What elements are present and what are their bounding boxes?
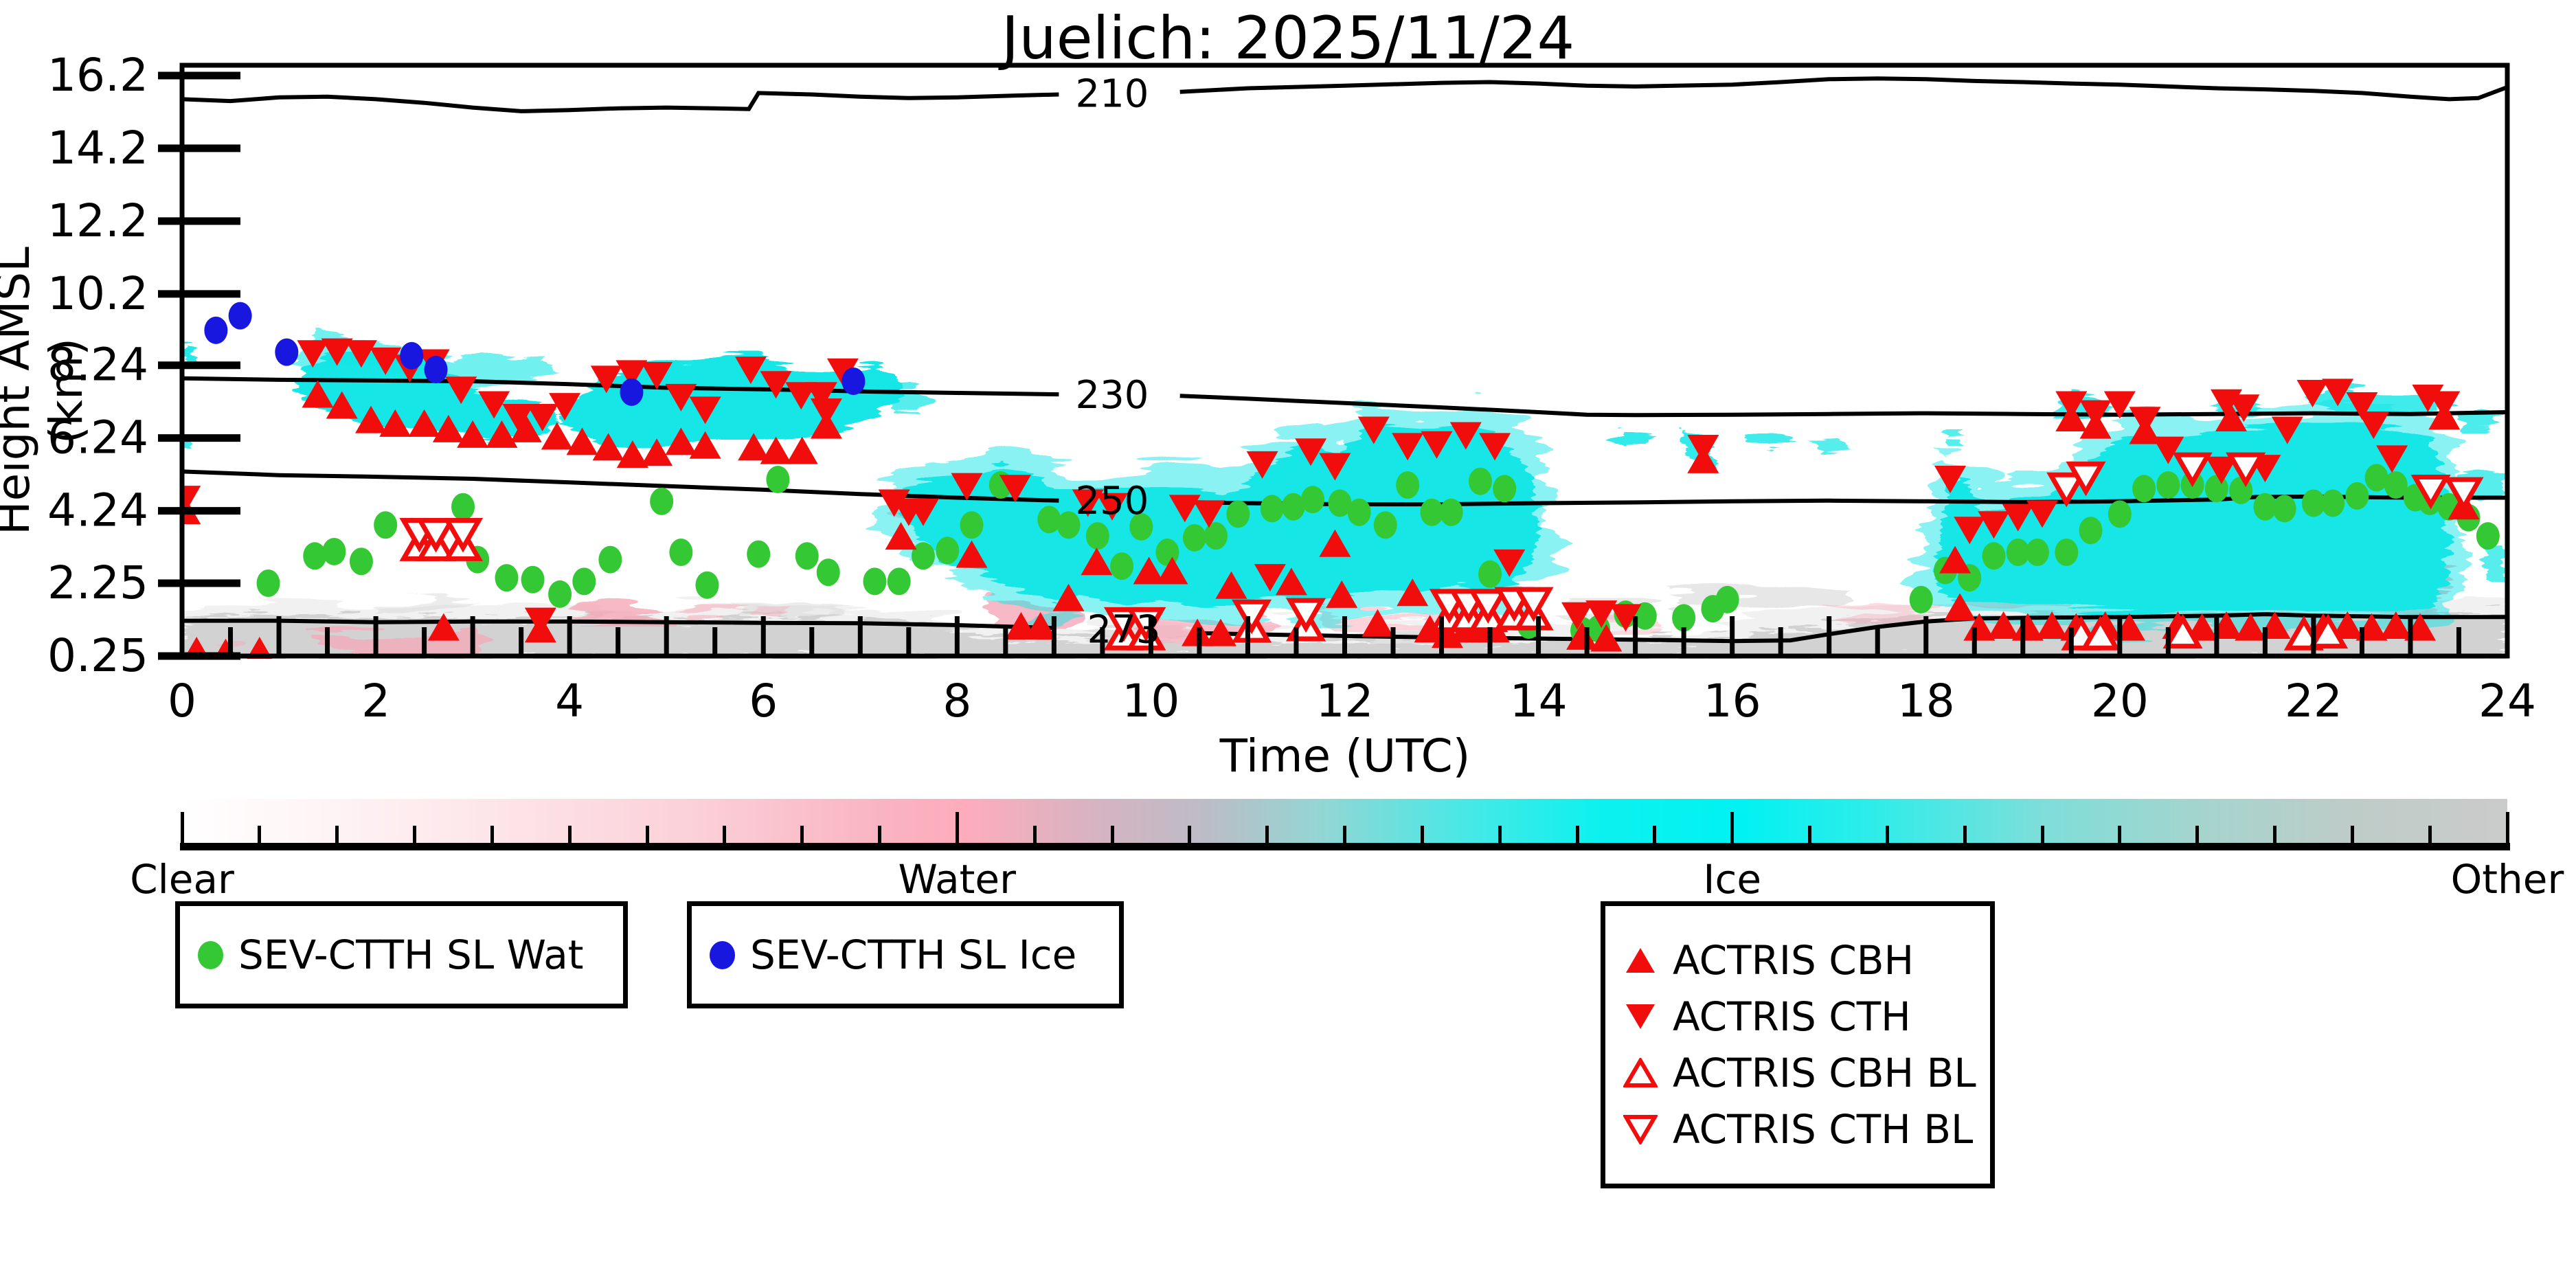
legend-item: SEV-CTTH SL Ice: [692, 931, 1119, 978]
x-tick-label: 24: [2478, 675, 2536, 727]
red-triangle-up-icon: [1626, 948, 1655, 973]
x-tick-label: 6: [749, 675, 778, 727]
x-tick-label: 18: [1897, 675, 1955, 727]
colorbar-tick: [2505, 812, 2509, 844]
x-tick-label: 14: [1510, 675, 1568, 727]
y-tick-label: 10.2: [47, 267, 148, 320]
colorbar-tick: [1498, 826, 1502, 844]
contour-label: 230: [1076, 373, 1149, 418]
x-tick-label: 12: [1316, 675, 1374, 727]
colorbar-label-clear: Clear: [130, 856, 234, 903]
contour-label: 210: [1076, 71, 1149, 116]
colorbar-tick: [2195, 826, 2200, 844]
colorbar-tick: [2040, 826, 2044, 844]
x-tick-label: 8: [942, 675, 971, 727]
colorbar-label-water: Water: [898, 856, 1016, 903]
green-circle-marker-icon: [198, 940, 223, 969]
colorbar-tick: [335, 826, 339, 844]
colorbar-tick: [1032, 826, 1037, 844]
colorbar-tick: [1420, 826, 1424, 844]
series-sev-ctth-sl-ice: [204, 302, 866, 406]
legend-item-label: ACTRIS CTH: [1673, 993, 1911, 1040]
colorbar-tick: [1575, 826, 1579, 844]
legend-item-label: ACTRIS CBH: [1673, 937, 1914, 984]
x-tick-label: 22: [2285, 675, 2342, 727]
legend-item-label: SEV-CTTH SL Wat: [238, 931, 584, 978]
y-tick-label: 14.2: [47, 122, 148, 174]
legend-item-label: SEV-CTTH SL Ice: [750, 931, 1077, 978]
plot-data-area: [182, 76, 2507, 659]
colorbar-tick: [2350, 826, 2354, 844]
colorbar-label-other: Other: [2450, 856, 2564, 903]
colorbar-tick: [1653, 826, 1657, 844]
y-tick-label: 12.2: [47, 194, 148, 247]
colorbar-tick: [1110, 826, 1114, 844]
colorbar-tick: [258, 826, 262, 844]
colorbar-tick: [1188, 826, 1192, 844]
colorbar-tick: [645, 826, 649, 844]
legend-item: ACTRIS CTH BL: [1605, 1106, 1990, 1153]
legend-item: SEV-CTTH SL Wat: [180, 931, 623, 978]
y-tick-label: 16.2: [47, 49, 148, 102]
legend-item: ACTRIS CBH: [1605, 937, 1990, 984]
colorbar-tick: [955, 812, 959, 844]
blue-circle-marker-icon: [710, 940, 735, 969]
legend-actris: ACTRIS CBH ACTRIS CTH ACTRIS CBH BL ACTRIS …: [1601, 901, 1995, 1188]
x-tick-label: 4: [555, 675, 584, 727]
colorbar-tick: [878, 826, 881, 844]
colorbar-tick: [2428, 826, 2432, 844]
legend-sev-ice: SEV-CTTH SL Ice: [687, 901, 1124, 1008]
legend-item-label: ACTRIS CBH BL: [1673, 1050, 1976, 1096]
x-tick-label: 10: [1122, 675, 1179, 727]
colorbar-tick: [1265, 826, 1269, 844]
colorbar-tick: [567, 826, 572, 844]
colorbar-tick: [180, 812, 184, 844]
contour-label: 250: [1076, 479, 1149, 523]
colorbar-tick: [490, 826, 494, 844]
y-tick-label: 2.25: [47, 556, 148, 609]
colorbar-tick: [2273, 826, 2276, 844]
colorbar-tick: [1730, 812, 1735, 844]
x-tick-label: 2: [361, 675, 390, 727]
colorbar-tick: [1808, 826, 1811, 844]
series-actris-cth: [182, 338, 2461, 635]
red-open-triangle-down-icon: [1623, 1115, 1658, 1144]
red-open-triangle-up-icon: [1623, 1058, 1658, 1087]
x-tick-label: 0: [168, 675, 196, 727]
x-axis-label: Time (UTC): [1219, 730, 1471, 782]
temperature-contours: [182, 76, 2507, 644]
legend-item: ACTRIS CBH BL: [1605, 1050, 1990, 1096]
legend-item-label: ACTRIS CTH BL: [1673, 1106, 1974, 1153]
colorbar-tick: [2118, 826, 2122, 844]
colorbar-tick: [1963, 826, 1967, 844]
colorbar-tick: [413, 826, 416, 844]
colorbar-tick: [1343, 826, 1346, 844]
y-tick-label: 8.24: [47, 339, 148, 392]
page-title: Juelich: 2025/11/24: [1001, 4, 1575, 73]
y-tick-label: 6.24: [47, 411, 148, 464]
axes: 0 2 4 6 8 10 12 14 16 18 20 22 240.252.254.246.248.2…: [47, 49, 2536, 727]
y-tick-label: 0.25: [47, 629, 148, 682]
colorbar-tick: [1885, 826, 1889, 844]
colorbar-axis-line: [180, 843, 2510, 850]
legend-sev-wat: SEV-CTTH SL Wat: [175, 901, 628, 1008]
x-tick-label: 16: [1704, 675, 1761, 727]
red-triangle-down-icon: [1626, 1004, 1655, 1029]
series-actris-cth-bl: [399, 452, 2484, 642]
x-tick-label: 20: [2091, 675, 2149, 727]
colorbar-tick: [723, 826, 727, 844]
colorbar-label-ice: Ice: [1703, 856, 1762, 903]
contour-label: 273: [1087, 607, 1160, 652]
y-tick-label: 4.24: [47, 484, 148, 537]
colorbar-tick: [800, 826, 804, 844]
legend-item: ACTRIS CTH: [1605, 993, 1990, 1040]
